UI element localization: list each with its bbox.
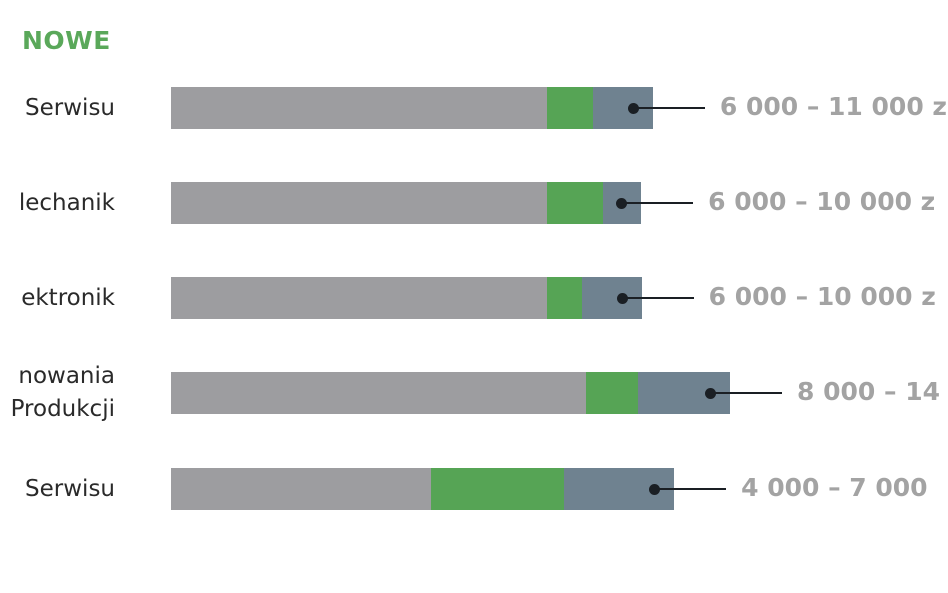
range-label: 6 000 – 10 000 z	[708, 187, 936, 216]
category-label: lechanik	[18, 189, 115, 216]
leader-line	[710, 392, 782, 394]
bar-segment-2	[585, 372, 638, 414]
marker-dot	[616, 198, 628, 209]
bar-segment-1	[171, 468, 431, 510]
leader-line	[621, 297, 694, 299]
bar-segment-1	[171, 277, 548, 319]
category-label: ektronik	[21, 284, 115, 311]
chart-title: NOWE	[22, 26, 111, 55]
range-label: 6 000 – 11 000 z	[719, 92, 947, 121]
bar-segment-1	[171, 372, 586, 414]
range-label: 6 000 – 10 000 z	[708, 282, 936, 311]
marker-dot	[649, 484, 661, 495]
range-label: 8 000 – 14	[797, 377, 940, 406]
bar-segment-1	[171, 182, 548, 224]
range-label: 4 000 – 7 000	[741, 473, 928, 502]
category-label: Serwisu	[25, 475, 115, 502]
category-label: nowania Produkcji	[10, 363, 115, 422]
bar-segment-2	[547, 277, 583, 319]
leader-line	[621, 202, 694, 204]
leader-line	[632, 107, 705, 109]
marker-dot	[616, 293, 628, 304]
bar-segment-2	[547, 182, 604, 224]
bar-segment-1	[171, 87, 548, 129]
bar-segment-2	[547, 87, 594, 129]
bar-segment-2	[430, 468, 564, 510]
leader-line	[654, 488, 727, 490]
marker-dot	[627, 103, 639, 114]
category-label: Serwisu	[25, 94, 115, 121]
marker-dot	[705, 388, 716, 399]
